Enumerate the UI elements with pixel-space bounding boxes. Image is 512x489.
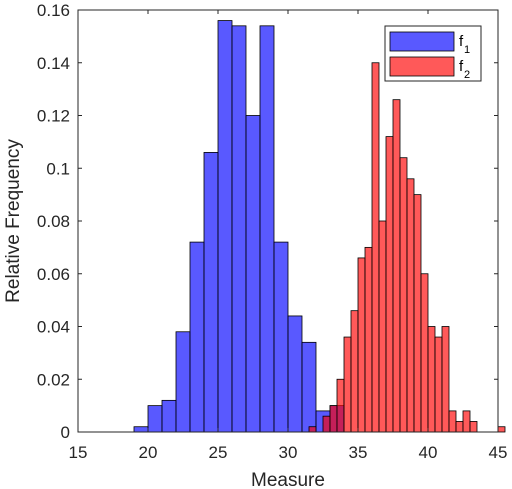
x-tick-label: 45	[489, 443, 508, 462]
bar-series-2	[406, 178, 415, 433]
bar-series-2	[322, 415, 331, 433]
bar-series-2	[462, 410, 471, 433]
bar-series-2	[413, 194, 422, 433]
bar-series-2	[385, 136, 394, 433]
bar-series-1	[175, 331, 191, 433]
bar-series-1	[217, 20, 233, 433]
bar-series-2	[343, 336, 352, 433]
bar-series-1	[231, 25, 247, 433]
bars-layer	[133, 20, 506, 433]
y-tick-label: 0.14	[37, 54, 70, 73]
y-axis-label: Relative Frequency	[3, 139, 24, 303]
bar-series-2	[329, 405, 338, 433]
y-tick-label: 0.04	[37, 318, 70, 337]
y-tick-label: 0.1	[46, 159, 70, 178]
y-tick-label: 0.16	[37, 1, 70, 20]
bar-series-1	[245, 115, 261, 433]
bar-series-1	[301, 341, 317, 433]
bar-series-2	[399, 157, 408, 433]
legend-swatch-2	[389, 56, 455, 77]
legend-subscript-2: 2	[464, 69, 470, 81]
bar-series-2	[455, 421, 464, 433]
bar-series-2	[364, 246, 373, 433]
bar-series-2	[350, 310, 359, 433]
legend-label-2: f	[459, 58, 464, 75]
bar-series-2	[469, 421, 478, 433]
y-tick-label: 0.12	[37, 107, 70, 126]
bar-series-2	[392, 99, 401, 433]
bar-series-2	[448, 410, 457, 433]
bar-series-1	[273, 241, 289, 433]
x-axis-label: Measure	[251, 470, 325, 489]
bar-series-2	[378, 220, 387, 433]
bar-series-2	[497, 426, 506, 433]
bar-series-1	[203, 152, 219, 433]
y-tick-label: 0.06	[37, 265, 70, 284]
bar-series-2	[336, 378, 345, 433]
bar-series-1	[147, 405, 163, 433]
bar-series-1	[287, 315, 303, 433]
legend-subscript-1: 1	[464, 44, 470, 56]
x-tick-label: 20	[139, 443, 158, 462]
bar-series-1	[161, 399, 177, 433]
bar-series-2	[434, 336, 443, 433]
bar-series-2	[420, 273, 429, 433]
y-tick-label: 0	[61, 423, 70, 442]
bar-series-2	[427, 326, 436, 433]
x-tick-label: 15	[69, 443, 88, 462]
y-tick-label: 0.02	[37, 370, 70, 389]
legend-label-1: f	[459, 33, 464, 50]
bar-series-1	[259, 25, 275, 433]
x-tick-label: 40	[419, 443, 438, 462]
legend: f 1f 2	[384, 25, 482, 82]
bar-series-2	[371, 62, 380, 433]
bar-series-2	[357, 257, 366, 433]
x-tick-label: 30	[279, 443, 298, 462]
bar-series-1	[133, 426, 149, 433]
axes-layer: 15 20 25 30 35 40 45 0 0.02 0.04 0.06 0.08 0.1 0.12 0.…	[37, 1, 508, 462]
bar-series-2	[308, 426, 317, 433]
y-tick-label: 0.08	[37, 212, 70, 231]
x-tick-label: 35	[349, 443, 368, 462]
bar-series-2	[441, 326, 450, 433]
bar-series-1	[189, 241, 205, 433]
x-tick-label: 25	[209, 443, 228, 462]
legend-swatch-1	[389, 31, 455, 52]
